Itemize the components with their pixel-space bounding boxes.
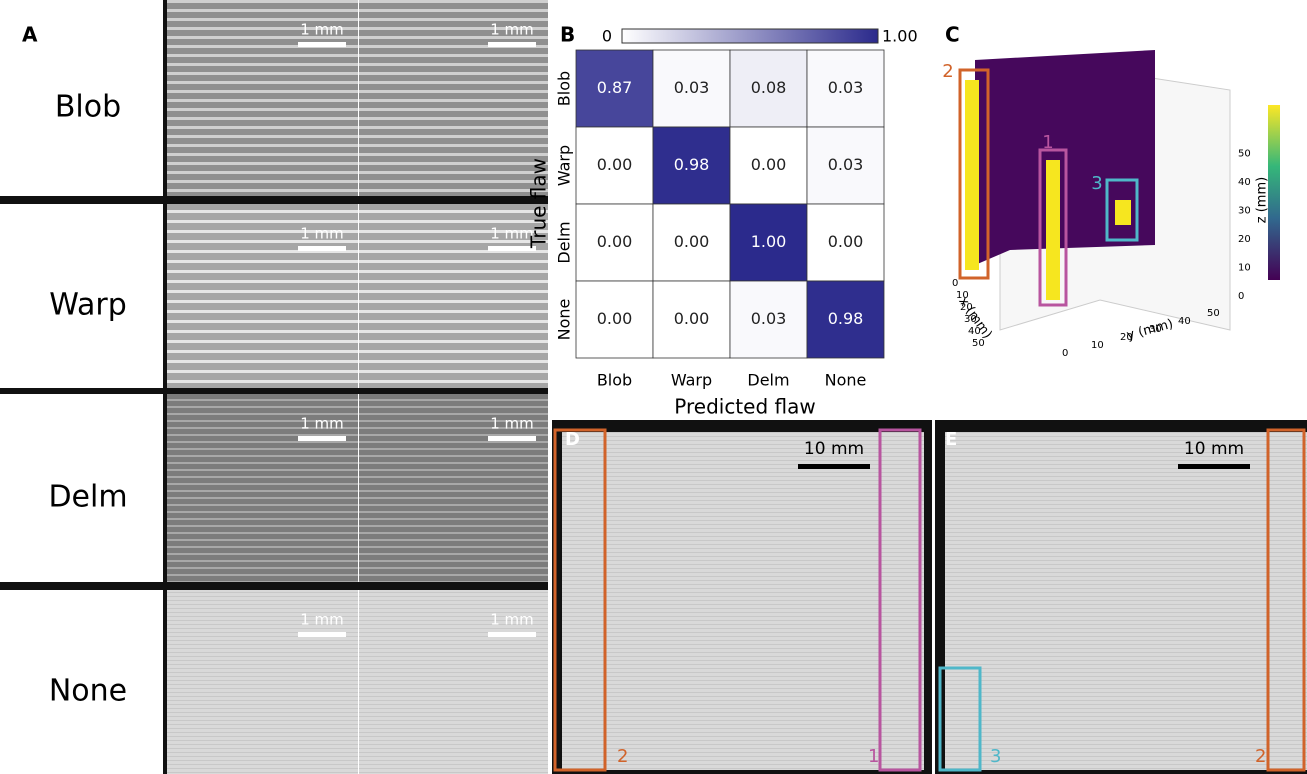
box-label: 1	[1042, 132, 1053, 153]
scale-bar	[298, 246, 346, 251]
panel-d: D 10 mm 2 1	[552, 420, 932, 774]
scale-label: 1 mm	[300, 415, 344, 433]
cell-label: 0.00	[828, 232, 864, 251]
scale-label: 1 mm	[490, 611, 534, 629]
z-tick-label: 10	[1238, 263, 1251, 274]
x-tick-label: 0	[952, 278, 958, 289]
panel-label: C	[945, 23, 960, 47]
panel-label: D	[565, 429, 580, 450]
y-tick-label: 0	[1062, 348, 1068, 359]
y-tick-label: Warp	[555, 145, 574, 186]
scale-bar	[488, 632, 536, 637]
panel-label: A	[22, 23, 38, 47]
box-label: 3	[990, 746, 1001, 767]
scale-bar	[488, 42, 536, 47]
box-label: 2	[1255, 746, 1266, 767]
x-axis-label: Predicted flaw	[674, 395, 815, 419]
box-label: 2	[942, 61, 953, 82]
scale-label: 10 mm	[1184, 439, 1244, 459]
colorbar-tick-label: 0	[602, 27, 612, 46]
cell-label: 0.00	[674, 309, 710, 328]
cell-label: 0.03	[828, 78, 864, 97]
flaw-region	[965, 80, 979, 270]
colorbar-tick-label: 1.00	[882, 27, 918, 46]
scale-label: 1 mm	[300, 225, 344, 243]
x-tick-label: Delm	[747, 371, 789, 390]
figure: A Blob 1 mm 1 mm Warp 1 mm 1 mm Delm 1 mm 1 mm No…	[0, 0, 1307, 774]
cell-label: 0.00	[597, 309, 633, 328]
z-axis-label: z (mm)	[1255, 177, 1270, 223]
cell-label: 0.08	[751, 78, 787, 97]
scale-bar	[488, 436, 536, 441]
box-label: 1	[868, 746, 879, 767]
z-tick-label: 50	[1238, 149, 1251, 160]
panel-label: E	[945, 429, 957, 450]
y-axis-label: True flaw	[527, 158, 551, 249]
flaw-region	[1115, 200, 1131, 225]
divider	[0, 196, 548, 204]
cell-label: 0.00	[674, 232, 710, 251]
cell-label: 0.03	[751, 309, 787, 328]
y-tick-label: Blob	[555, 71, 574, 106]
panel-label: B	[560, 23, 575, 47]
cell-label: 0.00	[597, 232, 633, 251]
divider	[0, 388, 548, 394]
z-tick-label: 0	[1238, 291, 1244, 302]
cell-label: 0.00	[751, 155, 787, 174]
y-axis-label: y (mm)	[1125, 317, 1175, 344]
divider	[0, 582, 548, 590]
scale-label: 1 mm	[490, 21, 534, 39]
panel-e: E 10 mm 3 2	[935, 420, 1307, 774]
y-tick-label: 50	[1207, 308, 1220, 319]
x-tick-label: None	[825, 371, 867, 390]
cell-label: 0.87	[597, 78, 633, 97]
y-tick-label: None	[555, 299, 574, 341]
photo	[945, 432, 1307, 770]
flaw-region	[1046, 160, 1060, 300]
row-label: Blob	[55, 90, 121, 125]
scale-label: 10 mm	[804, 439, 864, 459]
row-label: None	[49, 674, 127, 709]
scale-label: 1 mm	[490, 415, 534, 433]
row-label: Warp	[49, 288, 127, 323]
z-tick-label: 20	[1238, 234, 1251, 245]
colorbar	[622, 29, 878, 43]
panel-b: B Predicted flaw True flaw 0.87 0.03 0.08 0…	[527, 23, 918, 419]
cell-label: 0.98	[828, 309, 864, 328]
x-tick-label: Blob	[597, 371, 632, 390]
divider	[163, 0, 167, 774]
scale-bar	[1178, 464, 1250, 469]
x-tick-label: Warp	[671, 371, 712, 390]
cell-label: 0.03	[674, 78, 710, 97]
scale-bar	[298, 42, 346, 47]
row-label: Delm	[48, 480, 127, 515]
colorbar	[1268, 105, 1280, 280]
scale-bar	[298, 436, 346, 441]
y-tick-label: 10	[1091, 340, 1104, 351]
scale-bar	[298, 632, 346, 637]
panel-a: A Blob 1 mm 1 mm Warp 1 mm 1 mm Delm 1 mm 1 mm No…	[0, 0, 548, 774]
scale-label: 1 mm	[300, 21, 344, 39]
photo	[562, 432, 924, 770]
cell-label: 0.98	[674, 155, 710, 174]
cell-label: 1.00	[751, 232, 787, 251]
y-tick-label: 40	[1178, 316, 1191, 327]
z-tick-label: 30	[1238, 206, 1251, 217]
y-tick-label: Delm	[555, 221, 574, 263]
page: A Blob 1 mm 1 mm Warp 1 mm 1 mm Delm 1 mm 1 mm No…	[0, 0, 1307, 774]
cell-label: 0.03	[828, 155, 864, 174]
z-tick-label: 40	[1238, 177, 1251, 188]
cell-label: 0.00	[597, 155, 633, 174]
box-label: 2	[617, 746, 628, 767]
scale-label: 1 mm	[300, 611, 344, 629]
scale-bar	[798, 464, 870, 469]
box-label: 3	[1091, 173, 1102, 194]
